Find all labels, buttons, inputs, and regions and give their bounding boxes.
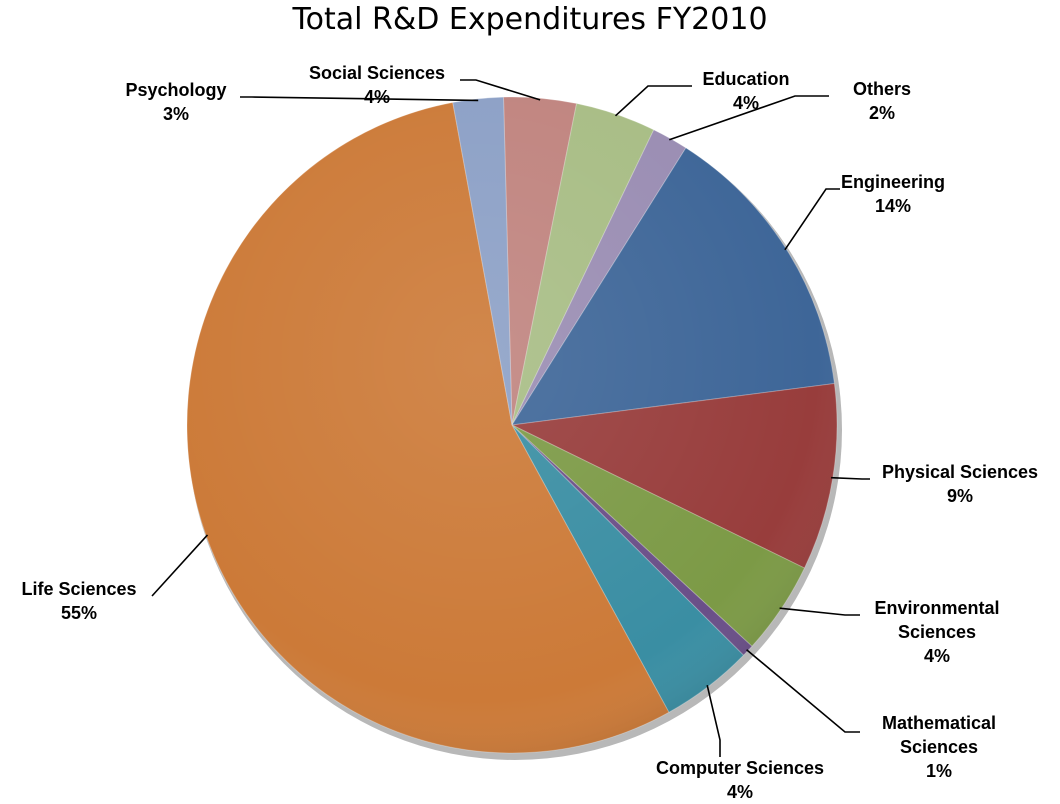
data-label-engineering: Engineering 14% xyxy=(841,172,945,216)
data-label-social-sciences: Social Sciences 4% xyxy=(309,63,445,107)
slice-name-label: Sciences xyxy=(900,737,978,757)
slice-percent-label: 2% xyxy=(869,103,895,123)
slice-percent-label: 14% xyxy=(875,196,911,216)
labels-layer: Social Sciences 4% Education 4% Others 2% Engi… xyxy=(21,63,1038,802)
slice-percent-label: 4% xyxy=(733,93,759,113)
slice-name-label: Engineering xyxy=(841,172,945,192)
slice-percent-label: 4% xyxy=(364,87,390,107)
leader-line-life-sciences xyxy=(151,534,209,597)
leader-line-physical-sciences xyxy=(831,476,870,480)
slice-name-label: Life Sciences xyxy=(21,579,136,599)
slice-name-label: Computer Sciences xyxy=(656,758,824,778)
leader-line-social-sciences xyxy=(460,79,541,101)
pie-sheen xyxy=(187,97,837,753)
data-label-psychology: Psychology 3% xyxy=(125,80,226,124)
slice-percent-label: 55% xyxy=(61,603,97,623)
slice-name-label: Others xyxy=(853,79,911,99)
data-label-others: Others 2% xyxy=(853,79,911,123)
slice-percent-label: 9% xyxy=(947,486,973,506)
leader-line-others xyxy=(669,95,829,141)
data-label-computer-sciences: Computer Sciences 4% xyxy=(656,758,824,802)
leader-lines-layer xyxy=(151,79,870,757)
slice-name-label: Mathematical xyxy=(882,713,996,733)
data-label-mathematical-sciences: Mathematical Sciences 1% xyxy=(882,713,996,781)
slice-percent-label: 3% xyxy=(163,104,189,124)
leader-line-environmental-sciences xyxy=(779,607,860,616)
leader-line-education xyxy=(614,85,692,117)
data-label-life-sciences: Life Sciences 55% xyxy=(21,579,136,623)
slice-name-label: Education xyxy=(702,69,789,89)
slice-name-label: Psychology xyxy=(125,80,226,100)
leader-line-psychology xyxy=(240,96,479,102)
slice-percent-label: 4% xyxy=(727,782,753,802)
slice-percent-label: 4% xyxy=(924,646,950,666)
data-label-education: Education 4% xyxy=(702,69,789,113)
slice-name-label: Physical Sciences xyxy=(882,462,1038,482)
slice-name-label: Sciences xyxy=(898,622,976,642)
data-label-environmental-sciences: Environmental Sciences 4% xyxy=(874,598,999,666)
slice-name-label: Environmental xyxy=(874,598,999,618)
slice-percent-label: 1% xyxy=(926,761,952,781)
leader-line-engineering xyxy=(784,188,840,251)
slices-layer xyxy=(186,96,842,760)
leader-line-computer-sciences xyxy=(706,685,721,757)
data-label-physical-sciences: Physical Sciences 9% xyxy=(882,462,1038,506)
leader-line-mathematical-sciences xyxy=(746,649,860,733)
chart-title: Total R&D Expenditures FY2010 xyxy=(292,2,768,37)
slice-name-label: Social Sciences xyxy=(309,63,445,83)
